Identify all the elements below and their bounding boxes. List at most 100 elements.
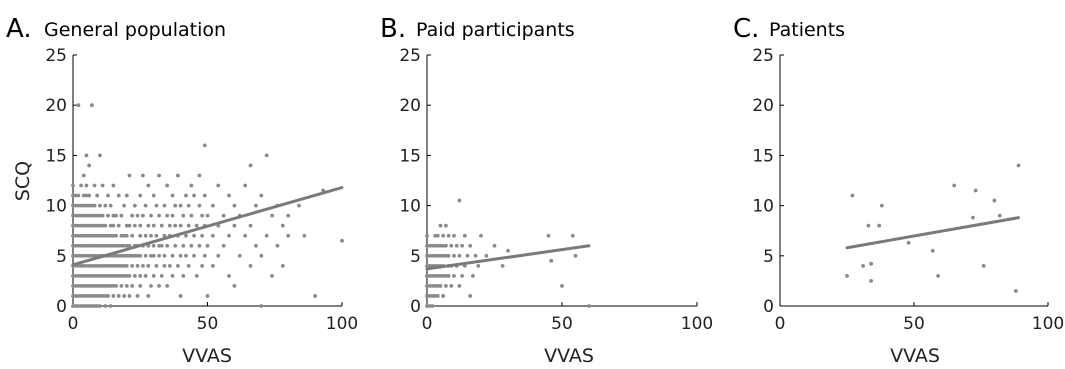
panel-c-y-tick-label: 20 [752, 96, 774, 116]
panel-a-data-point [141, 213, 145, 218]
panel-a-plot: 0 5 10 15 20 25 0 50 100 [45, 46, 358, 334]
panel-a-data-point [184, 253, 188, 258]
panel-a-data-point [149, 233, 153, 238]
panel-a-data-point [81, 253, 86, 258]
panel-a-data-point [205, 294, 210, 298]
panel-a-data-point [79, 263, 83, 268]
panel-b-data-point [435, 233, 440, 238]
panel-a-data-point [71, 233, 75, 238]
panel-a-data-point [149, 253, 153, 258]
panel-a-data-point [71, 223, 75, 228]
panel-a-data-point [124, 233, 129, 238]
panel-a-data-point [92, 233, 97, 238]
panel-a-data-point [116, 263, 121, 268]
panel-a-data-point [119, 213, 124, 218]
panel-a-data-point [132, 223, 137, 228]
panel-a-data-point [151, 223, 156, 228]
panel-a-data-point [92, 294, 97, 298]
panel-a-data-point [76, 103, 81, 108]
panel-a-data-point [130, 213, 135, 218]
panel-b-data-point [435, 273, 440, 278]
panel-b-data-point [438, 243, 443, 248]
panel-a-data-point [189, 183, 194, 188]
panel-b-data-point [425, 263, 429, 268]
panel-c: C. Patients VVAS 0 5 10 15 20 25 0 50 100 [733, 14, 1064, 367]
panel-b-x-tick-label: 100 [681, 314, 713, 334]
panel-a-data-point [154, 263, 159, 268]
panel-a-data-point [103, 273, 108, 278]
panel-a-data-point [176, 173, 180, 178]
panel-a-y-tick-label: 5 [56, 247, 67, 267]
panel-a-data-point [108, 273, 113, 278]
panel-a-data-point [71, 213, 75, 218]
panel-b-data-point [473, 253, 478, 258]
panel-b-data-point [430, 273, 435, 278]
panel-b-data-point [441, 273, 446, 278]
panel-a-data-point [87, 284, 92, 288]
panel-b-data-point [425, 233, 429, 238]
panel-a-data-point [81, 273, 86, 278]
panel-a-data-point [114, 263, 118, 268]
panel-a-data-point [122, 233, 127, 238]
panel-a-data-point [146, 223, 151, 228]
panel-c-data-point [845, 273, 849, 278]
panel-a-data-point [79, 284, 83, 288]
panel-a: A. General population SCQ VVAS 0 5 10 15 20 2… [6, 14, 358, 367]
panel-a-data-point [259, 253, 264, 258]
panel-a-data-point [141, 173, 145, 178]
panel-a-data-point [84, 284, 89, 288]
panel-a-data-point [114, 213, 118, 218]
panel-a-data-point [111, 183, 116, 188]
panel-a-data-point [87, 223, 92, 228]
panel-a-data-point [124, 193, 129, 198]
panel-a-data-point [89, 284, 94, 288]
panel-a-data-point [302, 233, 307, 238]
panel-c-y-tick-label: 15 [752, 146, 774, 166]
panel-a-data-point [186, 223, 191, 228]
panel-a-y-tick-label: 25 [45, 46, 67, 66]
panel-a-data-point [170, 273, 175, 278]
panel-b-data-point [438, 284, 443, 288]
panel-a-data-point [76, 223, 81, 228]
panel-a-data-point [89, 304, 94, 308]
panel-a-data-point [138, 273, 143, 278]
panel-a-data-point [89, 233, 94, 238]
panel-a-data-point [73, 284, 78, 288]
panel-a-data-point [106, 284, 110, 288]
panel-a-data-point [162, 253, 167, 258]
panel-a-data-point [100, 213, 105, 218]
panel-b-data-point [452, 253, 456, 258]
panel-b-y-tick-label: 10 [399, 197, 421, 217]
panel-b-data-point [441, 253, 446, 258]
panel-a-data-point [186, 263, 191, 268]
panel-a-data-point [132, 203, 137, 208]
panel-a-data-point [95, 233, 100, 238]
panel-b-data-point [468, 294, 473, 298]
panel-b-data-point [425, 253, 429, 258]
panel-a-data-point [76, 273, 81, 278]
panel-a-data-point [210, 233, 215, 238]
panel-a-data-point [275, 243, 280, 248]
panel-a-y-tick-label: 15 [45, 146, 67, 166]
panel-a-data-point [119, 263, 124, 268]
panel-c-data-point [869, 279, 874, 283]
panel-a-data-point [108, 304, 113, 308]
panel-a-data-point [108, 223, 113, 228]
panel-b-data-point [570, 233, 575, 238]
panel-a-data-point [84, 243, 89, 248]
panel-a-data-point [79, 213, 83, 218]
panel-a-data-point [84, 223, 89, 228]
panel-a-data-point [71, 183, 75, 188]
panel-a-data-point [119, 243, 124, 248]
panel-c-data-point [973, 188, 978, 193]
panel-a-data-point [81, 233, 86, 238]
panel-a-data-point [84, 253, 89, 258]
panel-a-data-point [84, 304, 89, 308]
panel-b-data-point [433, 284, 437, 288]
panel-b-data-point [444, 284, 448, 288]
panel-a-data-point [146, 294, 151, 298]
panel-a-data-point [124, 223, 129, 228]
panel-a-x-tick-label: 100 [326, 314, 358, 334]
panel-a-data-point [100, 183, 105, 188]
panel-b-plot: 0 5 10 15 20 25 0 50 100 [399, 46, 713, 334]
